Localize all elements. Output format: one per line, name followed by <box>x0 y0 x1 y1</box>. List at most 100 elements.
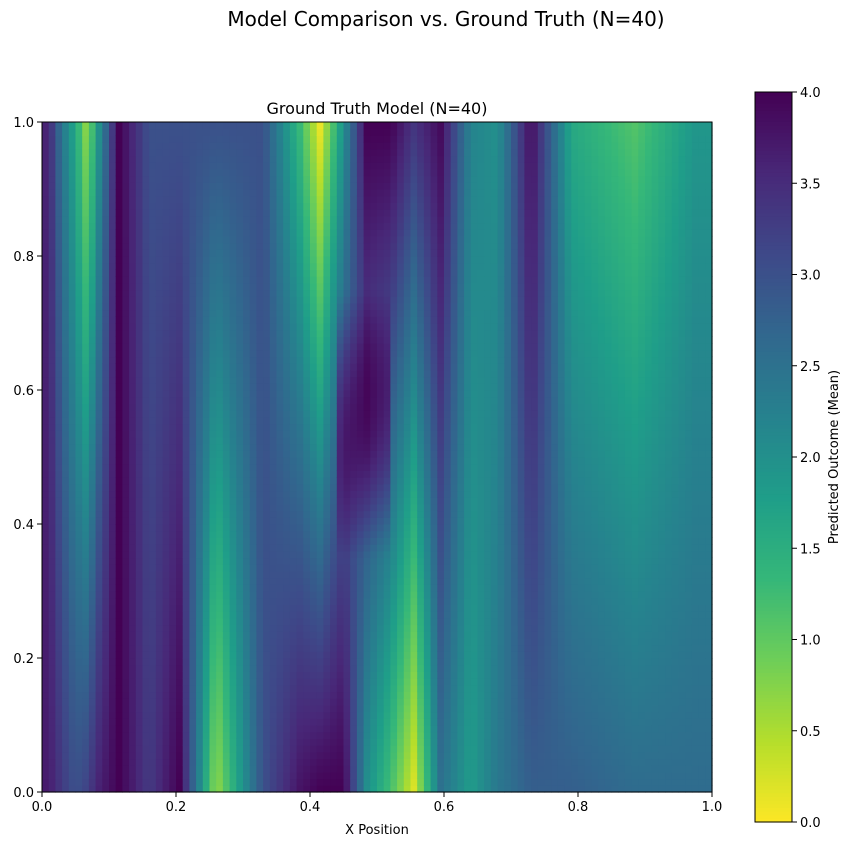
heatmap-cell <box>222 296 231 304</box>
heatmap-cell <box>310 410 318 418</box>
heatmap-cell <box>176 684 184 693</box>
heatmap-cell <box>263 530 271 538</box>
heatmap-cell <box>236 443 244 451</box>
heatmap-cell <box>310 758 318 766</box>
heatmap-cell <box>155 450 164 458</box>
heatmap-cell <box>162 215 170 224</box>
heatmap-cell <box>310 524 318 532</box>
heatmap-cell <box>343 383 351 391</box>
heatmap-cell <box>88 778 97 786</box>
heatmap-cell <box>236 785 244 793</box>
heatmap-cell <box>196 369 204 378</box>
heatmap-cell <box>135 470 144 478</box>
heatmap-cell <box>363 276 371 284</box>
heatmap-cell <box>122 577 130 585</box>
heatmap-cell <box>269 611 278 619</box>
heatmap-cell <box>109 510 117 518</box>
heatmap-cell <box>182 704 190 713</box>
heatmap-cell <box>343 122 351 130</box>
heatmap-cell <box>310 282 318 291</box>
heatmap-cell <box>75 671 83 679</box>
heatmap-cell <box>296 745 304 753</box>
heatmap-cell <box>363 631 371 639</box>
heatmap-cell <box>209 530 217 538</box>
heatmap-cell <box>162 162 170 170</box>
heatmap-cell <box>95 463 103 471</box>
heatmap-cell <box>229 410 237 418</box>
heatmap-cell <box>196 289 204 297</box>
heatmap-cell <box>48 269 56 277</box>
heatmap-cell <box>350 128 358 136</box>
heatmap-cell <box>269 195 278 203</box>
heatmap-cell <box>263 242 271 250</box>
heatmap-cell <box>303 463 311 471</box>
heatmap-cell <box>55 725 63 733</box>
heatmap-cell <box>102 296 110 304</box>
heatmap-cell <box>142 490 150 498</box>
heatmap-cell <box>82 503 90 512</box>
heatmap-cell <box>42 591 50 599</box>
heatmap-cell <box>162 785 170 793</box>
heatmap-cell <box>229 262 237 270</box>
heatmap-cell <box>283 631 291 639</box>
heatmap-cell <box>330 423 338 431</box>
heatmap-cell <box>176 510 184 518</box>
heatmap-cell <box>256 671 264 679</box>
heatmap-cell <box>216 135 224 143</box>
heatmap-cell <box>316 631 324 639</box>
heatmap-cell <box>162 343 170 351</box>
heatmap-cell <box>162 416 170 425</box>
heatmap-cell <box>75 242 83 250</box>
heatmap-cell <box>303 436 311 445</box>
heatmap-cell <box>129 336 137 344</box>
heatmap-cell <box>323 343 331 351</box>
heatmap-cell <box>316 470 324 478</box>
heatmap-cell <box>155 658 164 666</box>
heatmap-cell <box>356 376 365 384</box>
heatmap-cell <box>236 450 244 458</box>
heatmap-cell <box>102 235 110 244</box>
heatmap-cell <box>316 349 324 358</box>
heatmap-cell <box>336 343 345 351</box>
heatmap-cell <box>330 162 338 170</box>
heatmap-cell <box>42 222 50 230</box>
heatmap-cell <box>283 155 291 163</box>
heatmap-cell <box>196 497 204 505</box>
heatmap-cell <box>249 289 257 297</box>
heatmap-cell <box>155 296 164 304</box>
heatmap-cell <box>102 537 110 545</box>
heatmap-cell <box>276 416 284 425</box>
heatmap-cell <box>42 684 50 693</box>
heatmap-cell <box>310 276 318 284</box>
heatmap-cell <box>356 698 365 706</box>
heatmap-cell <box>263 235 271 244</box>
heatmap-cell <box>229 765 237 773</box>
heatmap-cell <box>356 550 365 559</box>
heatmap-cell <box>182 155 190 163</box>
heatmap-cell <box>75 349 83 358</box>
heatmap-cell <box>289 570 298 579</box>
heatmap-cell <box>68 215 77 224</box>
heatmap-cell <box>209 396 217 404</box>
heatmap-cell <box>256 155 264 163</box>
heatmap-cell <box>55 745 63 753</box>
heatmap-cell <box>303 296 311 304</box>
heatmap-cell <box>323 671 331 679</box>
heatmap-cell <box>249 209 257 217</box>
heatmap-cell <box>243 711 251 719</box>
heatmap-cell <box>216 343 224 351</box>
heatmap-cell <box>55 765 63 773</box>
heatmap-cell <box>370 316 378 324</box>
heatmap-cell <box>55 416 63 425</box>
heatmap-cell <box>256 718 264 726</box>
heatmap-cell <box>229 745 237 753</box>
heatmap-cell <box>149 128 157 136</box>
heatmap-cell <box>343 349 351 358</box>
heatmap-cell <box>363 162 371 170</box>
heatmap-cell <box>95 698 103 706</box>
heatmap-cell <box>350 704 358 713</box>
heatmap-cell <box>88 148 97 157</box>
heatmap-cell <box>196 611 204 619</box>
heatmap-cell <box>162 363 170 371</box>
heatmap-cell <box>283 363 291 371</box>
